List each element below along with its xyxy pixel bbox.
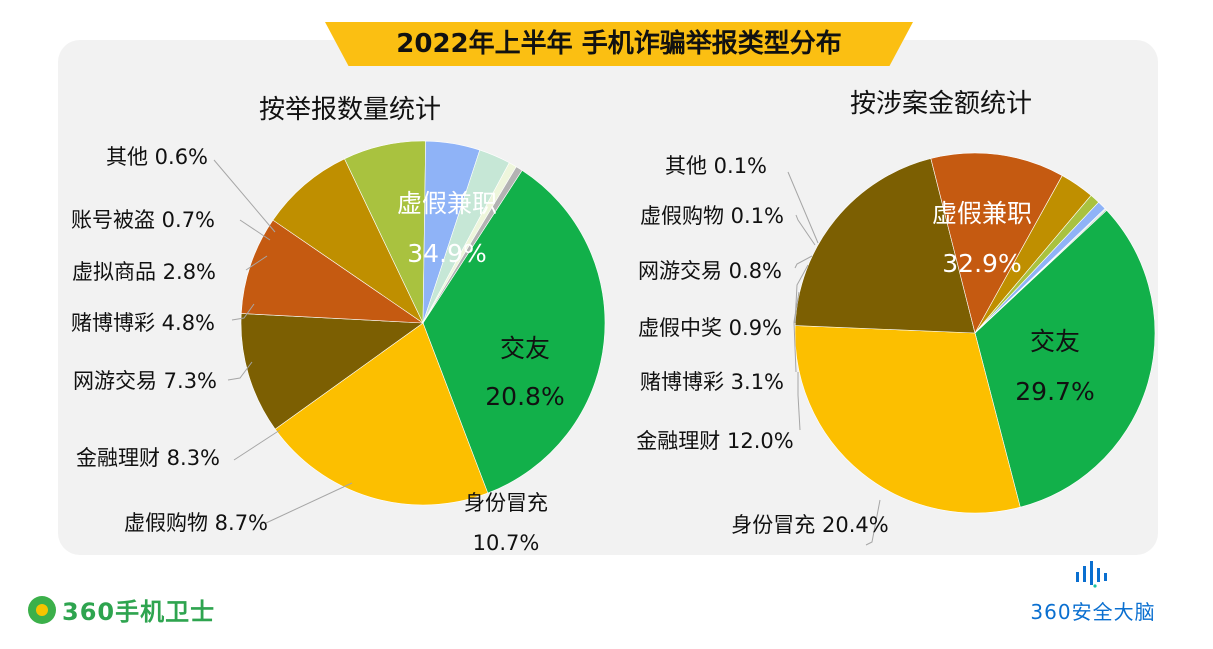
slice-label: 虚假中奖 0.9% — [638, 316, 782, 340]
pie-slice — [274, 322, 489, 506]
leader-line — [239, 219, 271, 241]
leader-line — [865, 499, 881, 546]
leader-line — [227, 361, 253, 381]
brand-360-security-brain: 360安全大脑 — [1028, 560, 1158, 625]
slice-value-label: 10.7% — [473, 531, 540, 555]
slice-label: 账号被盗 0.7% — [71, 208, 215, 232]
chart-title-1: 按举报数量统计 — [259, 95, 441, 125]
slice-label: 其他 0.6% — [106, 145, 208, 169]
slice-label: 身份冒充 — [464, 491, 548, 515]
leader-line — [795, 214, 816, 246]
slice-label: 身份冒充 20.4% — [731, 513, 888, 537]
pie-slice — [974, 209, 1156, 508]
slice-label: 金融理财 12.0% — [636, 429, 793, 453]
slice-label: 虚假兼职 — [397, 189, 497, 218]
leader-line — [245, 255, 268, 271]
brand-360-mobile-guard: 360手机卫士 — [28, 592, 215, 627]
slice-label: 赌博博彩 3.1% — [640, 370, 784, 394]
slice-value-label: 20.8% — [485, 382, 564, 411]
pie-slice — [240, 219, 425, 324]
pie-slice — [794, 325, 1021, 514]
pie-slice — [272, 158, 424, 324]
slice-label: 虚假兼职 — [932, 199, 1032, 228]
leader-line — [265, 482, 353, 524]
slice-label: 交友 — [1030, 327, 1080, 356]
slice-label: 网游交易 0.8% — [638, 259, 782, 283]
slice-value-label: 32.9% — [942, 249, 1021, 278]
brand-right-text: 360安全大脑 — [1030, 600, 1156, 624]
leader-line — [213, 159, 276, 233]
slice-label: 其他 0.1% — [665, 154, 767, 178]
slice-label: 金融理财 8.3% — [76, 446, 220, 470]
pie-slice — [422, 169, 606, 494]
pie-slice — [930, 152, 1063, 334]
waveform-icon — [1076, 561, 1107, 588]
pie-slice — [240, 313, 424, 430]
chart-title-2: 按涉案金额统计 — [850, 89, 1032, 119]
slice-value-label: 34.9% — [407, 239, 486, 268]
leader-line — [787, 171, 819, 244]
leader-line — [794, 264, 809, 324]
leader-line — [233, 429, 281, 461]
title-banner — [325, 22, 913, 66]
slice-label: 交友 — [500, 334, 550, 363]
leader-line — [793, 291, 800, 373]
slice-value-label: 29.7% — [1015, 377, 1094, 406]
leader-line — [797, 372, 801, 431]
leader-line — [794, 255, 813, 269]
slice-label: 网游交易 7.3% — [73, 369, 217, 393]
pie-slice — [422, 166, 523, 324]
leader-line — [231, 303, 255, 321]
360-logo-icon — [28, 595, 56, 624]
slice-label: 虚拟商品 2.8% — [72, 260, 216, 284]
slice-label: 虚假购物 8.7% — [124, 511, 268, 535]
slice-label: 赌博博彩 4.8% — [71, 311, 215, 335]
pie-slice — [974, 208, 1108, 334]
main-title: 2022年上半年 手机诈骗举报类型分布 — [396, 29, 842, 59]
slice-label: 虚假购物 0.1% — [640, 204, 784, 228]
brand-left-text: 360手机卫士 — [62, 598, 216, 626]
